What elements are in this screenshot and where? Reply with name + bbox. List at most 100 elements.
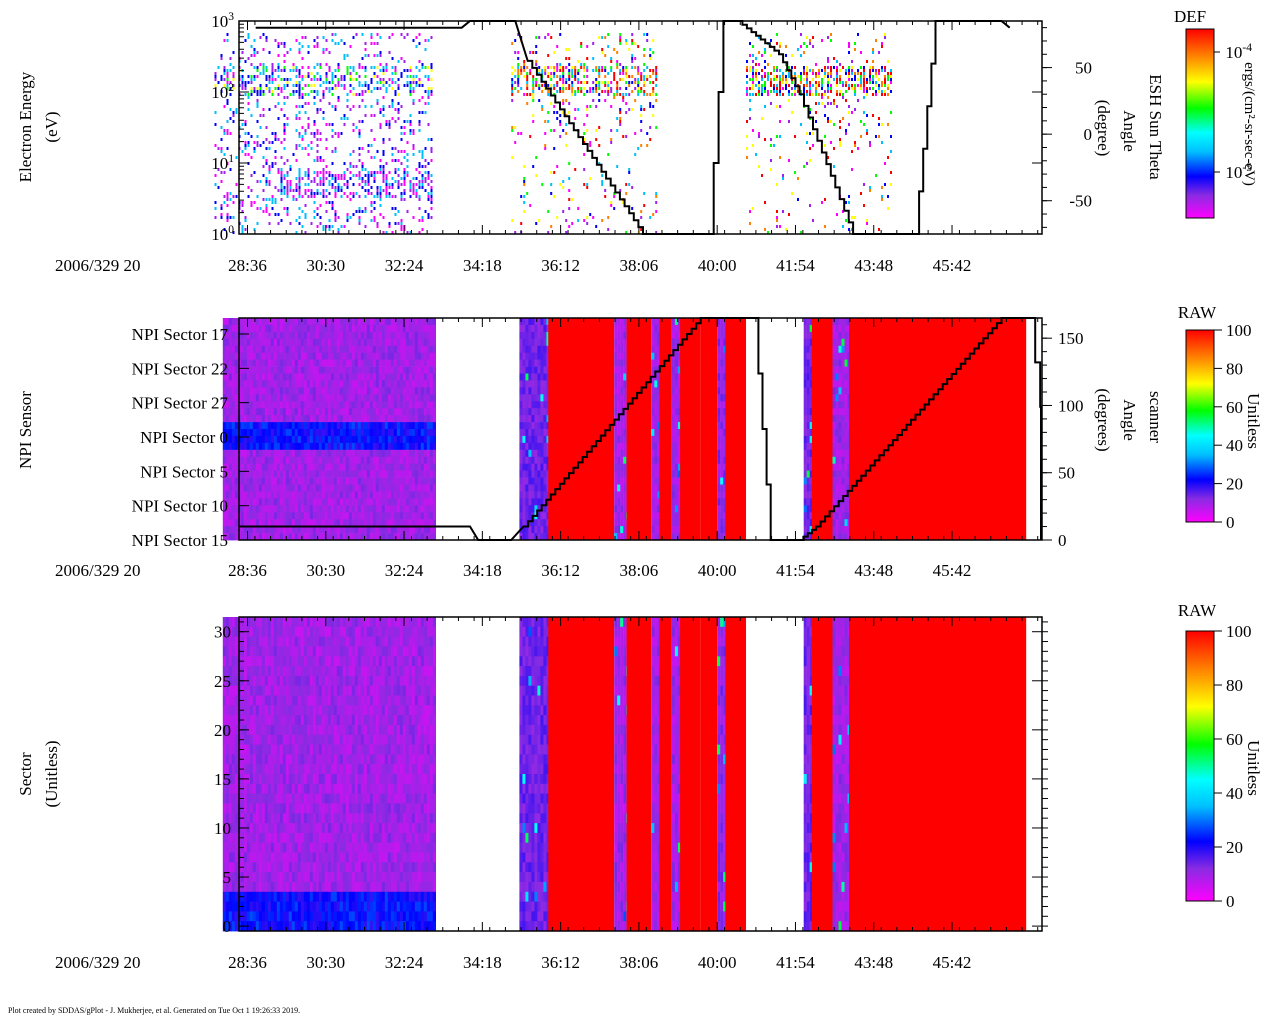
p2-cell [255,338,259,347]
p1-cell [583,219,586,222]
p1-cell [298,87,301,90]
p1-cell [343,57,346,60]
p2-cell [267,387,271,395]
p1-cell [256,51,259,54]
p2-cell [540,373,544,381]
p2-cell [390,533,394,541]
p1-cell [806,72,808,75]
p1-cell [265,138,268,141]
p2-cell [540,380,544,388]
p2-cell [525,324,529,333]
p1-cell [337,132,340,135]
p1-cell [364,195,367,198]
p2-cell [222,498,226,506]
p2-cell [351,415,355,423]
p1-cell [232,201,235,204]
p1-cell [752,54,754,57]
p1-cell [256,87,259,90]
p1-cell [223,39,226,42]
p1-cell [373,216,376,219]
p2-cell [312,366,316,374]
p2-cell [378,449,382,458]
p1-cell [800,54,802,57]
p2-cell [363,429,367,437]
p2-cell [360,345,364,354]
p2-cell [225,338,229,347]
p2-cell [309,435,313,444]
p1-cell [854,72,856,75]
p1-cell [298,81,301,84]
p2-cell [225,394,229,402]
p2-cell [291,422,295,430]
p2-cell [324,435,328,444]
p1-cell [806,78,808,81]
p2-cell [387,533,391,541]
p1-cell [520,72,523,75]
p2-cell [273,324,277,333]
p2-cell [276,387,280,395]
p2-cell [363,408,367,416]
p2-cell [240,366,244,374]
p1-cell [421,111,424,114]
p1-cell [415,66,418,69]
p1-cell [334,147,337,150]
p1-cell [824,66,826,69]
p2-cell [537,380,541,388]
p1-cell [577,72,580,75]
p2-cell [417,498,421,506]
p1-cell [580,81,583,84]
p2-cell [543,366,547,374]
p2-cell [243,526,247,534]
p2-cell [234,352,238,360]
p2-cell [243,435,247,444]
p2-cell [330,338,334,347]
p1-cell [232,195,235,198]
p1-cell [370,114,373,117]
p1-cell [637,78,640,81]
p2-cell [234,435,238,444]
p2-cell [429,331,433,340]
p2-cell [381,456,385,465]
p2-cell [297,533,301,541]
p2-cell [429,519,433,527]
p1-cell [316,111,319,114]
p2-cell [414,345,418,354]
p1-cell [848,105,850,108]
p2-cell [420,429,424,437]
p1-cell [541,84,544,87]
p1-cell [250,75,253,78]
p2-cell [345,477,349,485]
p2-cell [396,338,400,347]
p1-cell [283,177,286,180]
p2-cell [324,442,328,451]
p2-cell [390,477,394,485]
p2-cell [342,442,346,451]
p1-cell [358,66,361,69]
p1-cell [776,87,778,90]
p2-cell [429,505,433,513]
p2-cell [276,324,280,333]
p2-cell [525,387,529,395]
p2-cell [312,429,316,437]
p2-cell [282,435,286,444]
p1-cell [610,129,613,132]
p2-cell [339,477,343,485]
p2-cell [294,318,298,326]
p2-cell [357,435,361,444]
p1-cell [622,135,625,138]
p1-cell [857,33,859,36]
p2-cell [303,533,307,541]
p1-ytick-label-3: 103 [211,10,234,31]
p1-cell [601,219,604,222]
p1-cell [827,87,829,90]
p1-cell [283,66,286,69]
p1-cell [226,81,229,84]
p1-cell [589,213,592,216]
p1-cell [391,78,394,81]
p1-cell [836,72,838,75]
p2-cell [354,498,358,506]
p2-cell [402,401,406,409]
p1-cell [316,156,319,159]
p1-cell [394,108,397,111]
p1-cell [412,186,415,189]
